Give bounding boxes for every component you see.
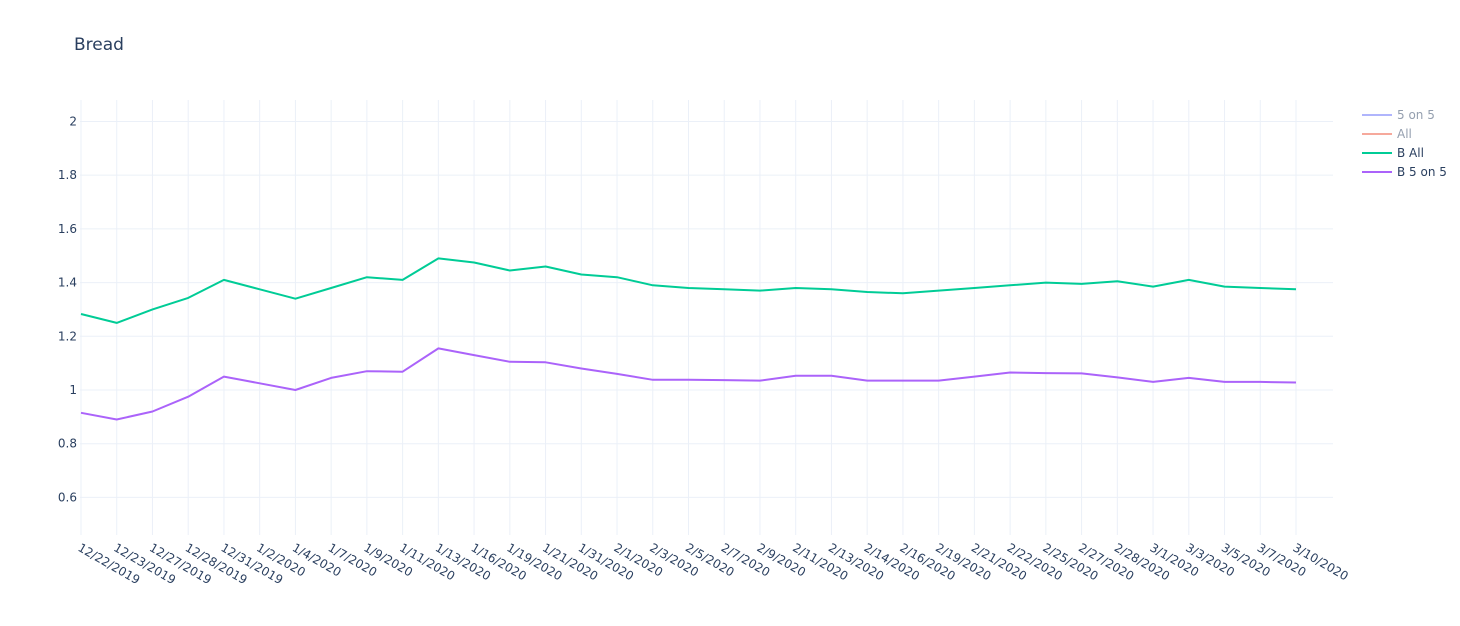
series-line — [80, 257, 1297, 324]
y-tick-label: 1.2 — [58, 329, 77, 343]
y-tick-label: 0.8 — [58, 437, 77, 451]
legend-label: B 5 on 5 — [1397, 165, 1447, 179]
y-tick-label: 2 — [69, 114, 77, 128]
y-tick-label: 1 — [69, 383, 77, 397]
y-tick-label: 0.6 — [58, 490, 77, 504]
legend-label: All — [1397, 127, 1412, 141]
y-tick-label: 1.8 — [58, 168, 77, 182]
y-tick-label: 1.4 — [58, 276, 77, 290]
y-tick-label: 1.6 — [58, 222, 77, 236]
legend-label: B All — [1397, 146, 1424, 160]
legend-label: 5 on 5 — [1397, 108, 1435, 122]
series-line — [80, 347, 1297, 421]
chart-title: Bread — [74, 35, 124, 55]
